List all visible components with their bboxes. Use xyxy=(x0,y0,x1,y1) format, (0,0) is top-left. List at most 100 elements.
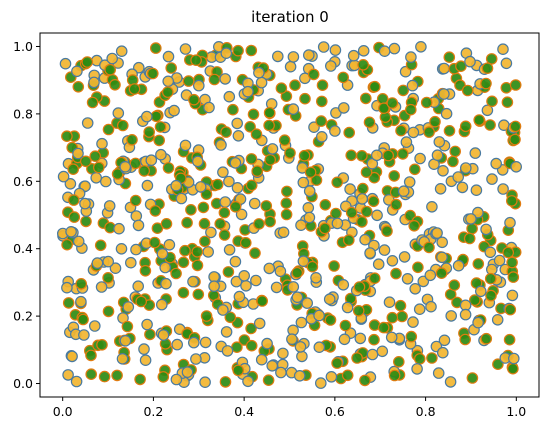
scatter-point-green xyxy=(61,130,73,142)
scatter-point-orange xyxy=(157,329,170,341)
scatter-point-orange xyxy=(295,219,307,231)
scatter-point-green xyxy=(484,272,497,285)
scatter-point-green xyxy=(289,79,301,91)
scatter-point-orange xyxy=(95,281,108,293)
scatter-point-orange xyxy=(324,60,337,72)
scatter-point-orange xyxy=(112,107,125,119)
scatter-point-green xyxy=(263,106,276,119)
scatter-point-orange xyxy=(302,49,315,61)
scatter-point-green xyxy=(264,215,276,228)
scatter-point-orange xyxy=(452,259,465,272)
scatter-point-green xyxy=(359,374,371,387)
scatter-point-orange xyxy=(75,295,87,308)
scatter-point-green xyxy=(463,232,476,245)
scatter-point-orange xyxy=(59,57,72,70)
scatter-point-orange xyxy=(314,377,327,389)
scatter-point-orange xyxy=(414,152,426,165)
scatter-point-green xyxy=(484,119,496,131)
scatter-point-orange xyxy=(464,55,476,68)
scatter-point-green xyxy=(93,161,105,174)
scatter-point-orange xyxy=(199,376,211,388)
scatter-point-green xyxy=(244,121,256,133)
scatter-point-green xyxy=(368,171,381,184)
scatter-point-green xyxy=(291,266,303,279)
scatter-point-orange xyxy=(223,244,236,256)
scatter-point-green xyxy=(382,149,394,162)
scatter-point-orange xyxy=(70,375,83,388)
scatter-point-green xyxy=(331,357,343,369)
scatter-point-green xyxy=(394,299,407,312)
scatter-point-green xyxy=(68,194,80,206)
scatter-point-green xyxy=(408,220,420,232)
scatter-point-green xyxy=(390,198,402,211)
scatter-point-orange xyxy=(470,184,483,196)
scatter-point-green xyxy=(264,154,276,166)
scatter-point-orange xyxy=(385,331,398,344)
scatter-point-green xyxy=(134,373,146,386)
scatter-point-orange xyxy=(277,226,290,239)
scatter-point-green xyxy=(307,68,320,81)
scatter-point-green xyxy=(448,279,461,291)
scatter-point-green xyxy=(89,150,101,162)
scatter-point-orange xyxy=(436,236,448,249)
scatter-point-orange xyxy=(438,62,450,75)
scatter-point-orange xyxy=(386,254,399,267)
scatter-point-orange xyxy=(510,161,522,173)
scatter-point-green xyxy=(240,237,252,249)
scatter-point-green xyxy=(219,376,232,388)
scatter-point-green xyxy=(368,272,381,284)
scatter-point-green xyxy=(162,86,174,98)
scatter-point-orange xyxy=(138,343,150,355)
scatter-point-green xyxy=(220,126,232,138)
scatter-point-orange xyxy=(96,137,108,150)
scatter-point-green xyxy=(154,121,167,133)
scatter-point-green xyxy=(359,92,372,105)
scatter-point-orange xyxy=(437,165,449,177)
scatter-point-orange xyxy=(398,251,411,263)
scatter-point-green xyxy=(455,60,467,72)
scatter-point-green xyxy=(443,51,456,63)
scatter-point-orange xyxy=(401,272,414,285)
scatter-point-orange xyxy=(444,376,457,388)
scatter-point-green xyxy=(506,256,518,269)
scatter-point-orange xyxy=(240,279,252,292)
scatter-point-green xyxy=(353,281,366,293)
scatter-point-orange xyxy=(329,44,342,56)
scatter-point-green xyxy=(343,126,355,139)
scatter-point-green xyxy=(316,79,329,91)
scatter-point-green xyxy=(275,82,288,94)
y-tick-label: 1.0 xyxy=(13,39,33,54)
scatter-point-green xyxy=(280,208,293,221)
scatter-point-orange xyxy=(119,161,131,173)
scatter-point-green xyxy=(503,333,516,346)
scatter-point-orange xyxy=(433,136,446,148)
scatter-point-green xyxy=(315,115,327,127)
scatter-point-orange xyxy=(229,255,242,268)
scatter-point-green xyxy=(232,44,244,57)
scatter-point-orange xyxy=(217,304,229,316)
scatter-point-green xyxy=(128,83,141,95)
scatter-point-green xyxy=(413,353,426,365)
scatter-point-orange xyxy=(88,76,100,89)
scatter-point-green xyxy=(404,103,417,116)
scatter-point-orange xyxy=(284,60,297,73)
scatter-point-green xyxy=(96,338,108,351)
scatter-point-orange xyxy=(500,57,513,70)
scatter-point-green xyxy=(360,166,373,178)
scatter-point-green xyxy=(102,123,115,136)
scatter-point-orange xyxy=(102,255,114,268)
scatter-point-orange xyxy=(456,181,469,194)
scatter-point-green xyxy=(319,199,332,211)
scatter-point-orange xyxy=(163,239,176,251)
scatter-point-green xyxy=(262,374,275,386)
scatter-point-green xyxy=(62,297,75,309)
scatter-point-orange xyxy=(223,90,236,103)
scatter-point-green xyxy=(324,314,337,326)
scatter-point-orange xyxy=(438,334,451,347)
scatter-point-green xyxy=(208,73,221,86)
scatter-point-orange xyxy=(57,170,70,183)
scatter-point-green xyxy=(61,238,73,251)
scatter-point-green xyxy=(247,108,260,121)
scatter-point-orange xyxy=(170,373,183,386)
